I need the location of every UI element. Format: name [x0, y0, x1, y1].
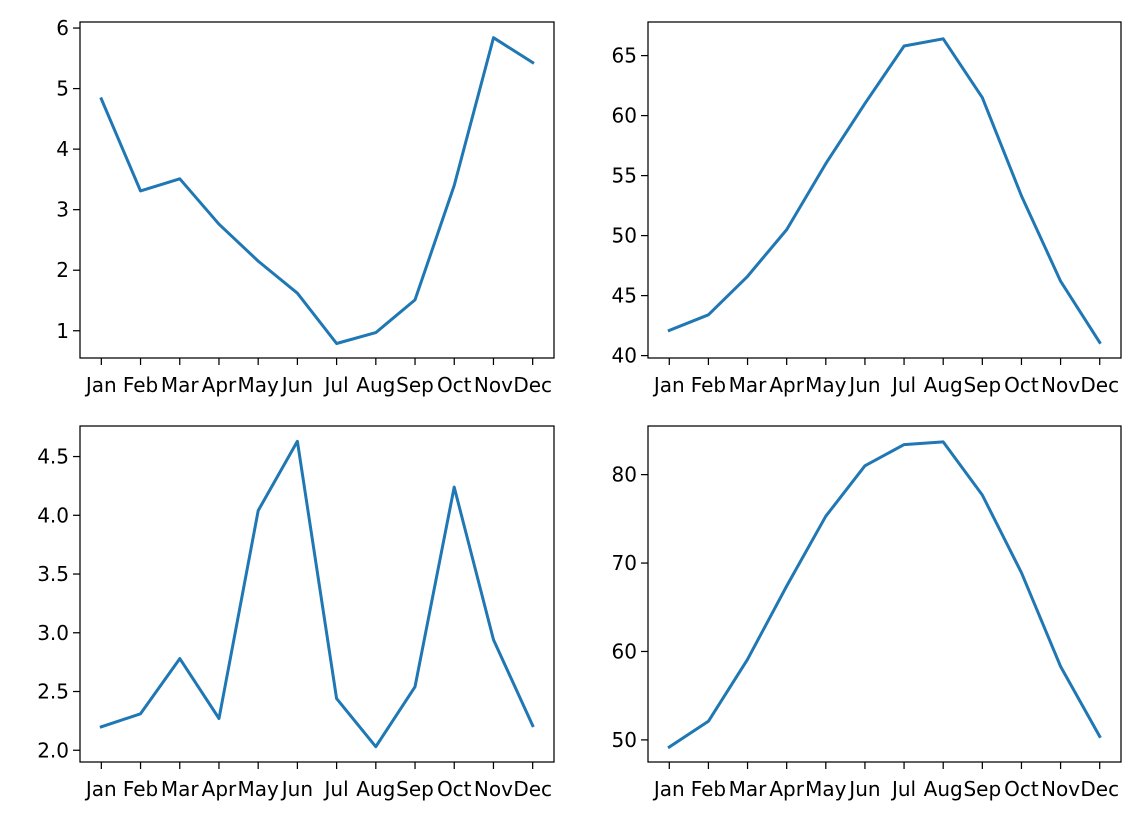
x-tick-label: Aug [924, 777, 963, 801]
x-tick-label: Jul [890, 777, 916, 801]
axes-frame [647, 21, 1122, 359]
x-tick-label: Jan [84, 777, 117, 801]
x-tick-label: May [238, 373, 280, 397]
subplot-bottom-right: 50 60 70 80 Jan Feb Mar Apr May Jun Jul Aug Sep Oct No… [612, 425, 1122, 801]
series-line [667, 37, 1102, 345]
x-tick-label: Nov [474, 777, 513, 801]
x-tick-label: May [805, 777, 847, 801]
x-tick-label: Feb [123, 373, 158, 397]
y-tick-label: 4.5 [37, 445, 69, 469]
series-line [99, 439, 535, 749]
axes-frame [79, 425, 555, 763]
x-tick-label: Jun [847, 373, 880, 397]
y-tick-label: 40 [612, 344, 637, 368]
x-tick-label: Oct [1004, 373, 1039, 397]
x-tick-label: Jul [323, 777, 349, 801]
x-tick-label: Feb [123, 777, 158, 801]
y-tick-label: 4 [56, 137, 69, 161]
x-tick-label: Mar [729, 777, 768, 801]
y-tick-label: 70 [612, 551, 637, 575]
y-tick-label: 60 [612, 639, 637, 663]
subplot-bottom-left: 2.0 2.5 3.0 3.5 4.0 4.5 Jan Feb Mar Apr May Jun Jul A… [37, 425, 555, 801]
y-tick-label: 2.5 [37, 680, 69, 704]
y-tick-label: 60 [612, 104, 637, 128]
y-tick-label: 45 [612, 284, 637, 308]
x-tick-label: Sep [396, 777, 434, 801]
series-line [99, 36, 535, 345]
x-tick-label: Jun [280, 373, 313, 397]
y-tick-label: 3.0 [37, 621, 69, 645]
y-tick-label: 65 [612, 44, 637, 68]
y-tick-label: 50 [612, 224, 637, 248]
x-tick-label: Sep [963, 777, 1001, 801]
x-tick-label: Dec [513, 777, 552, 801]
x-tick-label: Sep [963, 373, 1001, 397]
x-tick-label: Oct [437, 777, 472, 801]
x-tick-label: Sep [396, 373, 434, 397]
axes-frame [79, 21, 555, 359]
x-tick-label: Mar [161, 373, 200, 397]
x-tick-label: Jun [280, 777, 313, 801]
x-tick-label: Aug [356, 373, 395, 397]
axes-frame [647, 425, 1122, 763]
x-tick-label: Nov [1041, 373, 1080, 397]
x-tick-label: Feb [691, 777, 726, 801]
y-tick-label: 6 [56, 16, 69, 40]
x-tick-label: Nov [474, 373, 513, 397]
x-tick-label: Aug [356, 777, 395, 801]
x-tick-label: Nov [1041, 777, 1080, 801]
x-tick-label: Mar [729, 373, 768, 397]
x-tick-label: Jul [323, 373, 349, 397]
y-tick-label: 80 [612, 463, 637, 487]
subplot-top-left: 1 2 3 4 5 6 Jan Feb Mar Apr May Jun Jul Aug Sep Oct Nov D… [56, 16, 555, 397]
y-tick-label: 50 [612, 728, 637, 752]
x-tick-label: Jan [84, 373, 117, 397]
x-tick-label: Aug [924, 373, 963, 397]
x-tick-label: Jun [847, 777, 880, 801]
x-tick-label: Jan [652, 777, 685, 801]
x-tick-label: May [238, 777, 280, 801]
subplot-top-right: 40 45 50 55 60 65 Jan Feb Mar Apr May Jun Jul Aug Sep O… [612, 21, 1122, 397]
y-tick-label: 4.0 [37, 503, 69, 527]
y-tick-label: 2.0 [37, 738, 69, 762]
x-tick-label: Jan [652, 373, 685, 397]
y-tick-label: 5 [56, 77, 69, 101]
x-tick-label: Jul [890, 373, 916, 397]
y-tick-label: 55 [612, 164, 637, 188]
y-tick-label: 3.5 [37, 562, 69, 586]
x-tick-label: Oct [437, 373, 472, 397]
series-line [667, 440, 1102, 750]
y-tick-label: 2 [56, 258, 69, 282]
x-tick-label: Apr [202, 373, 237, 397]
x-tick-label: Dec [1080, 777, 1119, 801]
x-tick-label: Dec [1080, 373, 1119, 397]
x-tick-label: Apr [202, 777, 237, 801]
x-tick-label: Dec [513, 373, 552, 397]
x-tick-label: Oct [1004, 777, 1039, 801]
y-tick-label: 3 [56, 198, 69, 222]
x-tick-label: Apr [769, 373, 804, 397]
x-tick-label: Mar [161, 777, 200, 801]
x-tick-label: May [805, 373, 847, 397]
y-tick-label: 1 [56, 319, 69, 343]
x-tick-label: Feb [691, 373, 726, 397]
x-tick-label: Apr [769, 777, 804, 801]
